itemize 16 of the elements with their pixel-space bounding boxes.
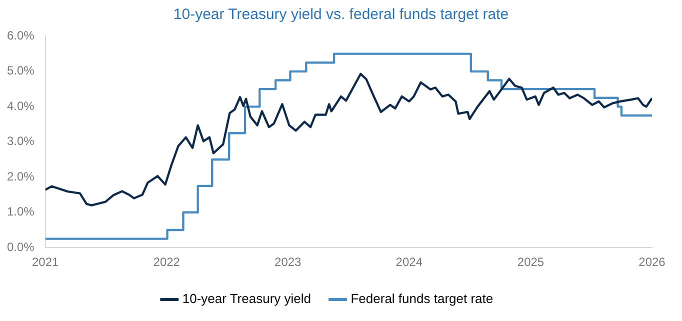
y-tick-label: 1.0% — [6, 204, 35, 219]
x-tick-label: 2025 — [517, 255, 544, 270]
y-tick-label: 4.0% — [6, 98, 35, 113]
x-tick-label: 2024 — [396, 255, 423, 270]
chart-title: 10-year Treasury yield vs. federal funds target rate — [172, 6, 510, 25]
x-tick-label: 2023 — [274, 255, 302, 270]
y-tick-label: 6.0% — [6, 28, 35, 43]
y-tick-label: 5.0% — [6, 64, 35, 78]
legend-label: Federal funds target rate — [350, 291, 494, 306]
x-tick-label: 2026 — [638, 255, 666, 270]
y-tick-label: 3.0% — [6, 134, 35, 148]
y-tick-label: 0.0% — [6, 240, 35, 254]
x-tick-label: 2022 — [153, 255, 180, 270]
y-tick-label: 2.0% — [6, 169, 35, 184]
legend-label: 10-year Treasury yield — [182, 291, 312, 306]
x-tick-label: 2021 — [32, 255, 60, 270]
